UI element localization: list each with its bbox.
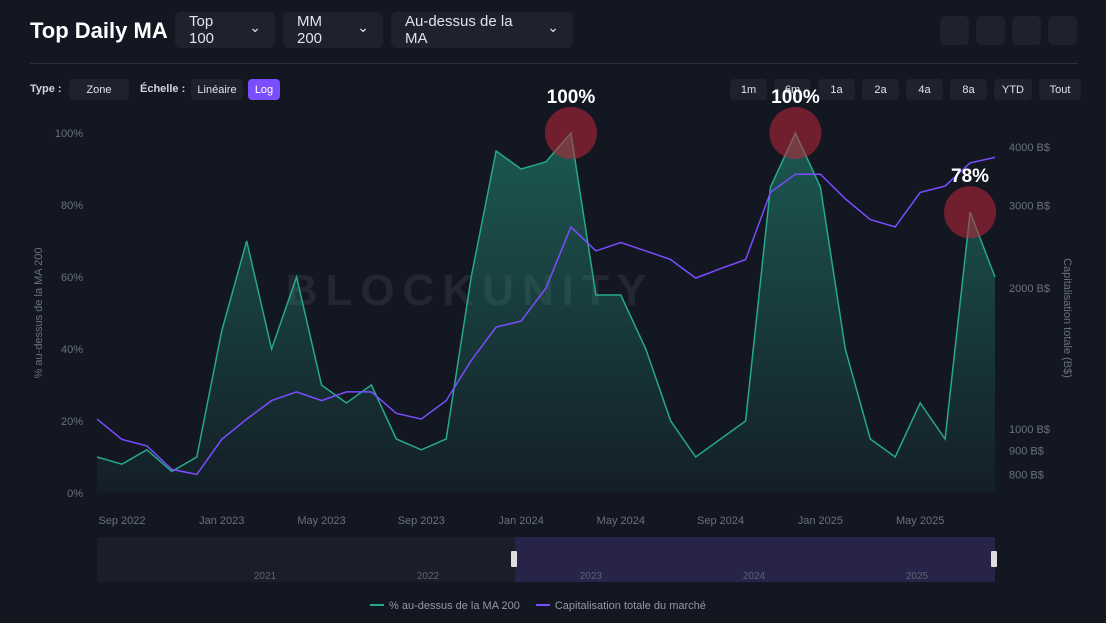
range-button[interactable]: 1m: [730, 79, 767, 100]
annotation: 100%: [771, 87, 820, 108]
y-tick-label: 80%: [61, 200, 83, 212]
x-tick-label: Sep 2024: [697, 515, 744, 527]
navigator-label: 2021: [254, 571, 277, 582]
annotation: 78%: [951, 166, 989, 187]
select[interactable]: MM 200: [283, 12, 383, 48]
y2-axis-title: Capitalisation totale (B$): [1061, 258, 1073, 378]
legend-label: Capitalisation totale du marché: [555, 600, 706, 612]
range-button[interactable]: 6m: [774, 79, 811, 100]
x-tick-label: Jan 2023: [199, 515, 244, 527]
range-button[interactable]: Tout: [1039, 79, 1081, 100]
title: Top Daily MA: [30, 18, 168, 43]
navigator-label: 2024: [743, 571, 766, 582]
range-button[interactable]: 1a: [818, 79, 855, 100]
range-button[interactable]: 4a: [906, 79, 943, 100]
y-tick-label: 100%: [55, 128, 83, 140]
icon-button[interactable]: [940, 16, 969, 45]
y2-tick-label: 4000 B$: [1009, 142, 1050, 154]
range-button[interactable]: 8a: [950, 79, 987, 100]
navigator-label: 2023: [580, 571, 603, 582]
range-button[interactable]: YTD: [994, 79, 1032, 100]
series-line: [96, 131, 996, 473]
annotation-circle: [544, 107, 597, 159]
handle[interactable]: [511, 551, 517, 567]
select[interactable]: Top 100: [175, 12, 275, 48]
icon-button[interactable]: [1048, 16, 1077, 45]
series-line: [96, 156, 996, 476]
x-tick-label: May 2024: [597, 515, 645, 527]
x-tick-label: May 2023: [297, 515, 345, 527]
navigator-selection[interactable]: [515, 537, 995, 582]
annotation-circle: [769, 107, 822, 159]
y-axis-title: % au-dessus de la MA 200: [33, 248, 45, 379]
x-tick-label: Sep 2023: [398, 515, 445, 527]
annotation: 100%: [547, 87, 596, 108]
handle[interactable]: [991, 551, 997, 567]
y-tick-label: 0%: [67, 488, 83, 500]
legend-label: % au-dessus de la MA 200: [389, 600, 520, 612]
scale-button[interactable]: Log: [248, 79, 280, 100]
x-tick-label: Jan 2025: [798, 515, 843, 527]
icon-button[interactable]: [976, 16, 1005, 45]
x-tick-label: Sep 2022: [98, 515, 145, 527]
icon-button[interactable]: [1012, 16, 1041, 45]
divider: [30, 63, 1078, 64]
y-tick-label: 20%: [61, 416, 83, 428]
select[interactable]: Zone: [69, 79, 129, 100]
x-tick-label: May 2025: [896, 515, 944, 527]
navigator-label: 2025: [906, 571, 929, 582]
y-tick-label: 40%: [61, 344, 83, 356]
navigator[interactable]: [97, 537, 995, 582]
y-tick-label: 60%: [61, 272, 83, 284]
label: Type :: [30, 83, 62, 95]
label: Échelle :: [140, 83, 186, 95]
annotation-circle: [944, 186, 997, 239]
area: [97, 133, 995, 493]
select[interactable]: Au-dessus de la MA: [391, 12, 573, 48]
y2-tick-label: 800 B$: [1009, 469, 1044, 481]
y2-tick-label: 1000 B$: [1009, 424, 1050, 436]
scale-button[interactable]: Linéaire: [191, 79, 243, 100]
range-button[interactable]: 2a: [862, 79, 899, 100]
y2-tick-label: 2000 B$: [1009, 283, 1050, 295]
y2-tick-label: 3000 B$: [1009, 201, 1050, 213]
x-tick-label: Jan 2024: [498, 515, 543, 527]
navigator-label: 2022: [417, 571, 440, 582]
y2-tick-label: 900 B$: [1009, 445, 1044, 457]
